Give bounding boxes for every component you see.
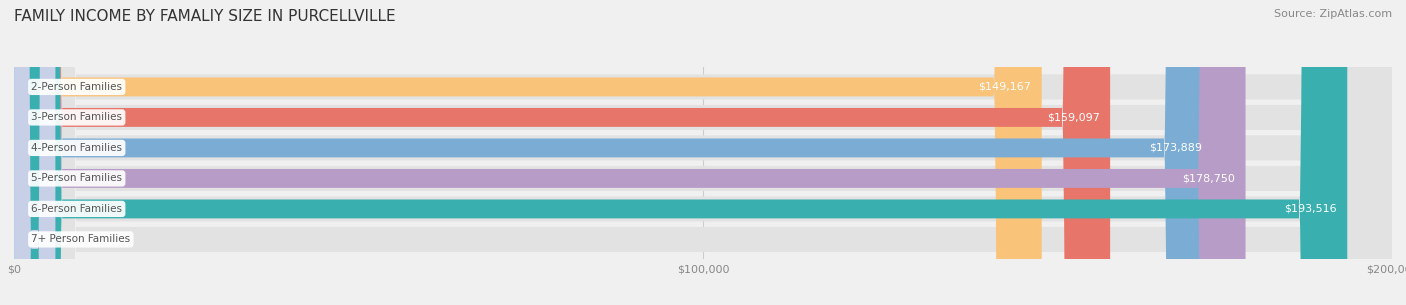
Text: $0: $0 xyxy=(76,235,90,244)
FancyBboxPatch shape xyxy=(14,0,1392,305)
Text: 6-Person Families: 6-Person Families xyxy=(31,204,122,214)
Text: 5-Person Families: 5-Person Families xyxy=(31,174,122,183)
Text: Source: ZipAtlas.com: Source: ZipAtlas.com xyxy=(1274,9,1392,19)
Text: $173,889: $173,889 xyxy=(1149,143,1202,153)
Text: 2-Person Families: 2-Person Families xyxy=(31,82,122,92)
FancyBboxPatch shape xyxy=(14,0,55,305)
FancyBboxPatch shape xyxy=(14,0,1392,305)
FancyBboxPatch shape xyxy=(14,0,1042,305)
Text: $178,750: $178,750 xyxy=(1182,174,1236,183)
FancyBboxPatch shape xyxy=(14,0,1392,305)
FancyBboxPatch shape xyxy=(14,0,1347,305)
Text: 4-Person Families: 4-Person Families xyxy=(31,143,122,153)
FancyBboxPatch shape xyxy=(14,0,1392,305)
FancyBboxPatch shape xyxy=(14,0,1392,305)
Text: 7+ Person Families: 7+ Person Families xyxy=(31,235,131,244)
FancyBboxPatch shape xyxy=(14,0,1392,305)
Text: $159,097: $159,097 xyxy=(1047,113,1099,122)
FancyBboxPatch shape xyxy=(14,0,1111,305)
FancyBboxPatch shape xyxy=(14,0,1246,305)
FancyBboxPatch shape xyxy=(14,0,1212,305)
Text: $193,516: $193,516 xyxy=(1284,204,1337,214)
Text: FAMILY INCOME BY FAMALIY SIZE IN PURCELLVILLE: FAMILY INCOME BY FAMALIY SIZE IN PURCELL… xyxy=(14,9,395,24)
Text: $149,167: $149,167 xyxy=(979,82,1032,92)
Text: 3-Person Families: 3-Person Families xyxy=(31,113,122,122)
